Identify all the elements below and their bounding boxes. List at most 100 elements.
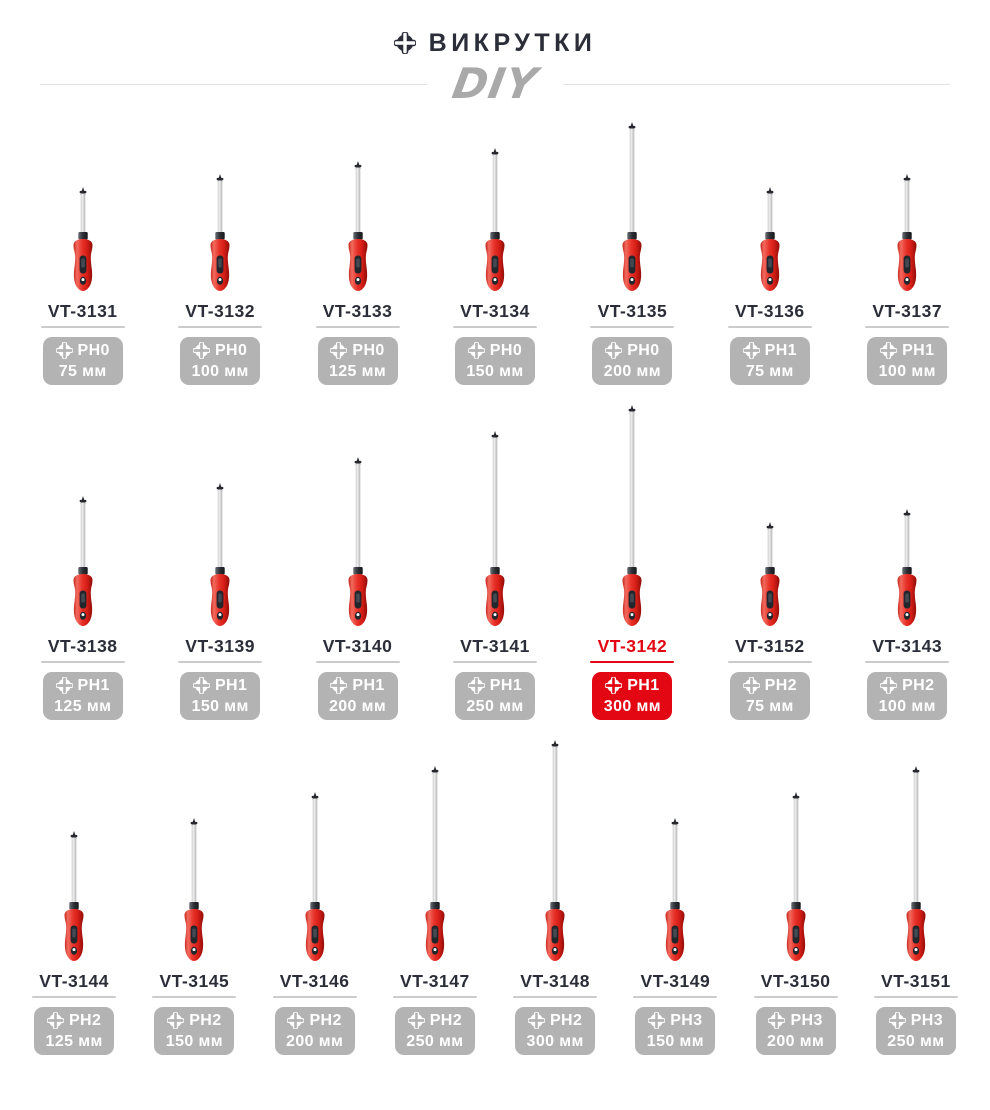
product-model: VT-3151 xyxy=(881,971,951,991)
screwdriver-image xyxy=(757,122,783,291)
screwdriver-image xyxy=(70,405,96,626)
product-card-vt-3149[interactable]: VT-3149 PH3 150 мм xyxy=(615,740,735,1055)
product-model: VT-3140 xyxy=(322,636,393,656)
product-card-vt-3139[interactable]: VT-3139 PH1 150 мм xyxy=(151,405,288,720)
product-card-vt-3138[interactable]: VT-3138 PH1 125 мм xyxy=(14,405,151,720)
product-card-vt-3151[interactable]: VT-3151 PH3 250 мм xyxy=(856,740,976,1055)
product-card-vt-3152[interactable]: VT-3152 PH2 75 мм xyxy=(701,405,838,720)
phillips-icon xyxy=(407,1012,425,1029)
product-card-vt-3146[interactable]: VT-3146 PH2 200 мм xyxy=(255,740,375,1055)
phillips-icon xyxy=(880,342,898,359)
phillips-icon xyxy=(46,1012,64,1029)
bit-size-label: PH2 xyxy=(429,1011,463,1029)
spec-badge: PH1 125 мм xyxy=(42,672,123,720)
product-model: VT-3143 xyxy=(872,636,943,656)
product-card-vt-3137[interactable]: VT-3137 PH1 100 мм xyxy=(839,122,976,385)
product-card-vt-3148[interactable]: VT-3148 PH2 300 мм xyxy=(495,740,615,1055)
product-card-vt-3136[interactable]: VT-3136 PH1 75 мм xyxy=(701,122,838,385)
bit-size-label: PH1 xyxy=(77,676,110,694)
length-label: 100 мм xyxy=(191,362,249,380)
spec-badge: PH2 200 мм xyxy=(274,1007,355,1055)
spec-badge: PH3 150 мм xyxy=(635,1007,716,1055)
product-card-vt-3150[interactable]: VT-3150 PH3 200 мм xyxy=(736,740,856,1055)
product-card-vt-3140[interactable]: VT-3140 PH1 200 мм xyxy=(289,405,426,720)
bit-size-label: PH2 xyxy=(68,1011,102,1029)
product-row-3: VT-3144 PH2 125 мм VT-3145 PH2 150 мм VT-3146 P… xyxy=(0,740,990,1055)
product-card-vt-3132[interactable]: VT-3132 PH0 100 мм xyxy=(151,122,288,385)
length-label: 100 мм xyxy=(878,697,936,715)
product-card-vt-3147[interactable]: VT-3147 PH2 250 мм xyxy=(375,740,495,1055)
length-label: 125 мм xyxy=(45,1032,103,1050)
screwdriver-image xyxy=(542,740,568,961)
model-underline xyxy=(40,326,125,328)
screwdriver-image xyxy=(345,122,371,291)
spec-badge: PH3 250 мм xyxy=(875,1007,956,1055)
product-model: VT-3152 xyxy=(734,636,805,656)
product-card-vt-3142[interactable]: VT-3142 PH1 300 мм xyxy=(564,405,701,720)
length-label: 150 мм xyxy=(646,1032,704,1050)
phillips-icon xyxy=(192,342,210,359)
phillips-icon xyxy=(648,1012,666,1029)
bit-size-label: PH3 xyxy=(790,1011,823,1029)
product-card-vt-3134[interactable]: VT-3134 PH0 150 мм xyxy=(426,122,563,385)
phillips-icon xyxy=(467,342,485,359)
length-label: 125 мм xyxy=(328,362,387,380)
model-underline xyxy=(633,996,718,998)
length-label: 150 мм xyxy=(165,1032,223,1050)
length-label: 100 мм xyxy=(878,362,936,380)
bit-size-label: PH1 xyxy=(214,676,248,694)
product-model: VT-3141 xyxy=(460,636,530,656)
phillips-icon xyxy=(605,677,623,694)
phillips-icon xyxy=(742,677,760,694)
phillips-icon xyxy=(330,677,348,694)
spec-badge: PH2 125 мм xyxy=(34,1007,115,1055)
spec-badge: PH0 100 мм xyxy=(180,337,261,385)
spec-badge: PH2 150 мм xyxy=(154,1007,235,1055)
screwdriver-image xyxy=(662,740,688,961)
spec-badge: PH1 250 мм xyxy=(454,672,535,720)
spec-badge: PH2 75 мм xyxy=(729,672,810,720)
screwdriver-image xyxy=(207,122,233,291)
model-underline xyxy=(178,326,263,328)
phillips-icon xyxy=(880,677,898,694)
length-label: 250 мм xyxy=(466,697,524,715)
product-model: VT-3132 xyxy=(185,301,255,321)
phillips-icon xyxy=(605,342,623,359)
screwdriver-image xyxy=(345,405,371,626)
model-underline xyxy=(315,326,400,328)
product-card-vt-3145[interactable]: VT-3145 PH2 150 мм xyxy=(134,740,254,1055)
spec-badge: PH1 75 мм xyxy=(729,337,810,385)
screwdriver-image xyxy=(757,405,783,626)
model-underline xyxy=(873,996,958,998)
product-card-vt-3135[interactable]: VT-3135 PH0 200 мм xyxy=(564,122,701,385)
spec-badge: PH0 75 мм xyxy=(42,337,123,385)
model-underline xyxy=(513,996,598,998)
length-label: 250 мм xyxy=(406,1032,464,1050)
product-card-vt-3141[interactable]: VT-3141 PH1 250 мм xyxy=(426,405,563,720)
bit-size-label: PH1 xyxy=(764,341,797,359)
header: ВИКРУТКИ DIY xyxy=(0,0,990,108)
product-card-vt-3133[interactable]: VT-3133 PH0 125 мм xyxy=(289,122,426,385)
model-underline xyxy=(590,661,675,663)
model-underline xyxy=(392,996,477,998)
length-label: 75 мм xyxy=(745,362,794,380)
product-card-vt-3143[interactable]: VT-3143 PH2 100 мм xyxy=(839,405,976,720)
model-underline xyxy=(590,326,675,328)
bit-size-label: PH1 xyxy=(352,676,385,694)
bit-size-label: PH3 xyxy=(910,1011,944,1029)
length-label: 200 мм xyxy=(328,697,387,715)
spec-badge: PH1 200 мм xyxy=(317,672,398,720)
phillips-icon xyxy=(330,342,348,359)
length-label: 75 мм xyxy=(745,697,794,715)
product-card-vt-3144[interactable]: VT-3144 PH2 125 мм xyxy=(14,740,134,1055)
bit-size-label: PH2 xyxy=(549,1011,583,1029)
product-card-vt-3131[interactable]: VT-3131 PH0 75 мм xyxy=(14,122,151,385)
screwdriver-image xyxy=(70,122,96,291)
model-underline xyxy=(452,661,537,663)
product-grid: VT-3131 PH0 75 мм VT-3132 PH0 100 мм VT-3133 PH… xyxy=(0,122,990,1055)
model-underline xyxy=(865,661,950,663)
spec-badge: PH2 250 мм xyxy=(394,1007,475,1055)
phillips-icon xyxy=(55,677,73,694)
length-label: 300 мм xyxy=(526,1032,584,1050)
model-underline xyxy=(727,661,812,663)
